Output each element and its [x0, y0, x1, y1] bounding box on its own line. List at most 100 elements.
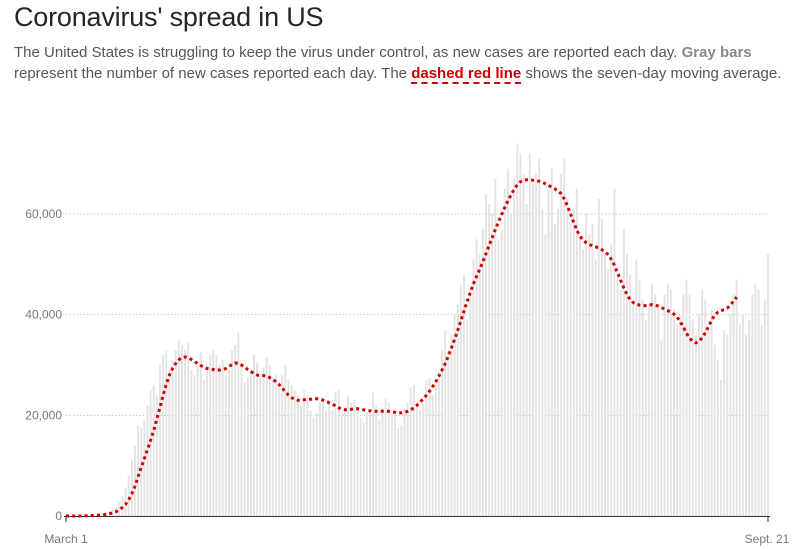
daily-cases-bar: [375, 405, 378, 516]
y-tick-label: 20,000: [25, 408, 62, 422]
daily-cases-bar: [484, 193, 487, 516]
daily-cases-bar: [340, 412, 343, 516]
daily-cases-bar: [469, 289, 472, 516]
daily-cases-bar: [416, 405, 418, 516]
daily-cases-bar: [745, 334, 748, 516]
daily-cases-bar: [710, 309, 713, 516]
daily-cases-bar: [224, 375, 227, 516]
daily-cases-bar: [519, 153, 522, 516]
daily-cases-bar: [767, 254, 769, 516]
gridlines: [66, 213, 768, 416]
daily-cases-bar: [763, 299, 766, 516]
daily-cases-bar: [121, 495, 124, 516]
daily-cases-bar: [707, 329, 710, 516]
y-tick-label: 0: [55, 509, 62, 523]
daily-cases-bar: [390, 415, 393, 516]
daily-cases-bar: [378, 420, 381, 516]
daily-cases-bar: [437, 372, 440, 516]
daily-cases-bar: [673, 309, 675, 516]
daily-cases-bar: [563, 158, 566, 516]
daily-cases-bar: [262, 367, 265, 516]
daily-cases-bar: [525, 203, 528, 516]
daily-cases-bar: [253, 354, 255, 516]
daily-cases-bar: [112, 509, 114, 516]
daily-cases-bar: [569, 224, 572, 516]
daily-cases-bar: [528, 153, 531, 516]
daily-cases-bar: [215, 354, 218, 516]
daily-cases-bar: [481, 229, 484, 516]
daily-cases-bar: [757, 289, 760, 516]
daily-cases-bar: [362, 422, 365, 516]
daily-cases-bar: [312, 417, 315, 516]
daily-cases-bar: [218, 365, 221, 516]
tick-labels: 0 20,000 40,000 60,000 March 1 Sept. 21: [25, 207, 789, 546]
daily-cases-bar: [748, 319, 751, 516]
x-tick-label-end: Sept. 21: [745, 532, 790, 546]
daily-cases-bar: [585, 214, 588, 516]
moving-average-line-group: [66, 178, 738, 518]
daily-cases-bar: [140, 427, 143, 516]
daily-cases-bar: [322, 397, 324, 516]
daily-cases-bar: [384, 397, 387, 516]
daily-cases-bar: [729, 314, 732, 516]
daily-cases-bar: [741, 314, 744, 516]
daily-cases-bar: [372, 392, 375, 516]
daily-cases-bar: [381, 407, 384, 516]
daily-cases-bar: [143, 420, 146, 516]
daily-cases-bar: [86, 515, 89, 516]
daily-cases-bar: [99, 513, 102, 516]
daily-cases-bar: [168, 370, 171, 516]
daily-cases-bar: [209, 354, 212, 516]
daily-cases-bar: [303, 390, 306, 516]
daily-cases-bar: [422, 402, 425, 516]
daily-cases-bar: [713, 344, 716, 516]
daily-cases-bar: [694, 334, 697, 516]
daily-cases-bar: [578, 239, 581, 517]
daily-cases-bar: [616, 279, 619, 516]
daily-cases-bar: [227, 370, 230, 516]
daily-cases-bar: [478, 254, 481, 516]
daily-cases-bar: [93, 514, 96, 516]
daily-cases-bar: [359, 417, 362, 516]
daily-cases-bar: [300, 405, 303, 516]
daily-cases-bar: [441, 349, 444, 516]
daily-cases-bar: [318, 402, 321, 516]
daily-cases-bar: [347, 395, 350, 516]
daily-cases-bar: [738, 324, 741, 516]
daily-cases-bar: [287, 380, 290, 516]
daily-cases-bar: [278, 387, 281, 516]
y-tick-label: 40,000: [25, 308, 62, 322]
daily-cases-bars: [80, 143, 769, 517]
daily-cases-bar: [613, 188, 616, 516]
daily-cases-bar: [397, 427, 400, 516]
daily-cases-bar: [594, 259, 597, 516]
daily-cases-bar: [400, 425, 403, 516]
daily-cases-bar: [566, 198, 569, 516]
daily-cases-bar: [309, 410, 312, 516]
x-tick-label-start: March 1: [44, 532, 88, 546]
chart-title: Coronavirus' spread in US: [14, 2, 324, 32]
daily-cases-bar: [328, 402, 331, 516]
daily-cases-bar: [535, 173, 538, 517]
daily-cases-bar: [575, 188, 578, 516]
daily-cases-bar: [704, 299, 707, 516]
daily-cases-bar: [657, 304, 660, 516]
daily-cases-bar: [394, 410, 397, 516]
daily-cases-bar: [610, 244, 613, 516]
daily-cases-bar: [644, 319, 647, 516]
daily-cases-bar: [180, 344, 183, 516]
daily-cases-bar: [196, 365, 199, 516]
daily-cases-bar: [547, 188, 550, 516]
daily-cases-bar: [403, 407, 406, 516]
daily-cases-bar: [234, 344, 237, 516]
daily-cases-bar: [494, 178, 497, 516]
daily-cases-bar: [237, 332, 240, 516]
daily-cases-bar: [685, 279, 688, 516]
daily-cases-bar: [553, 224, 556, 516]
daily-cases-bar: [281, 375, 284, 516]
daily-cases-bar: [591, 224, 594, 516]
daily-cases-bar: [544, 234, 547, 516]
daily-cases-bar: [221, 359, 224, 516]
daily-cases-bar: [177, 339, 180, 516]
daily-cases-bar: [475, 239, 478, 517]
